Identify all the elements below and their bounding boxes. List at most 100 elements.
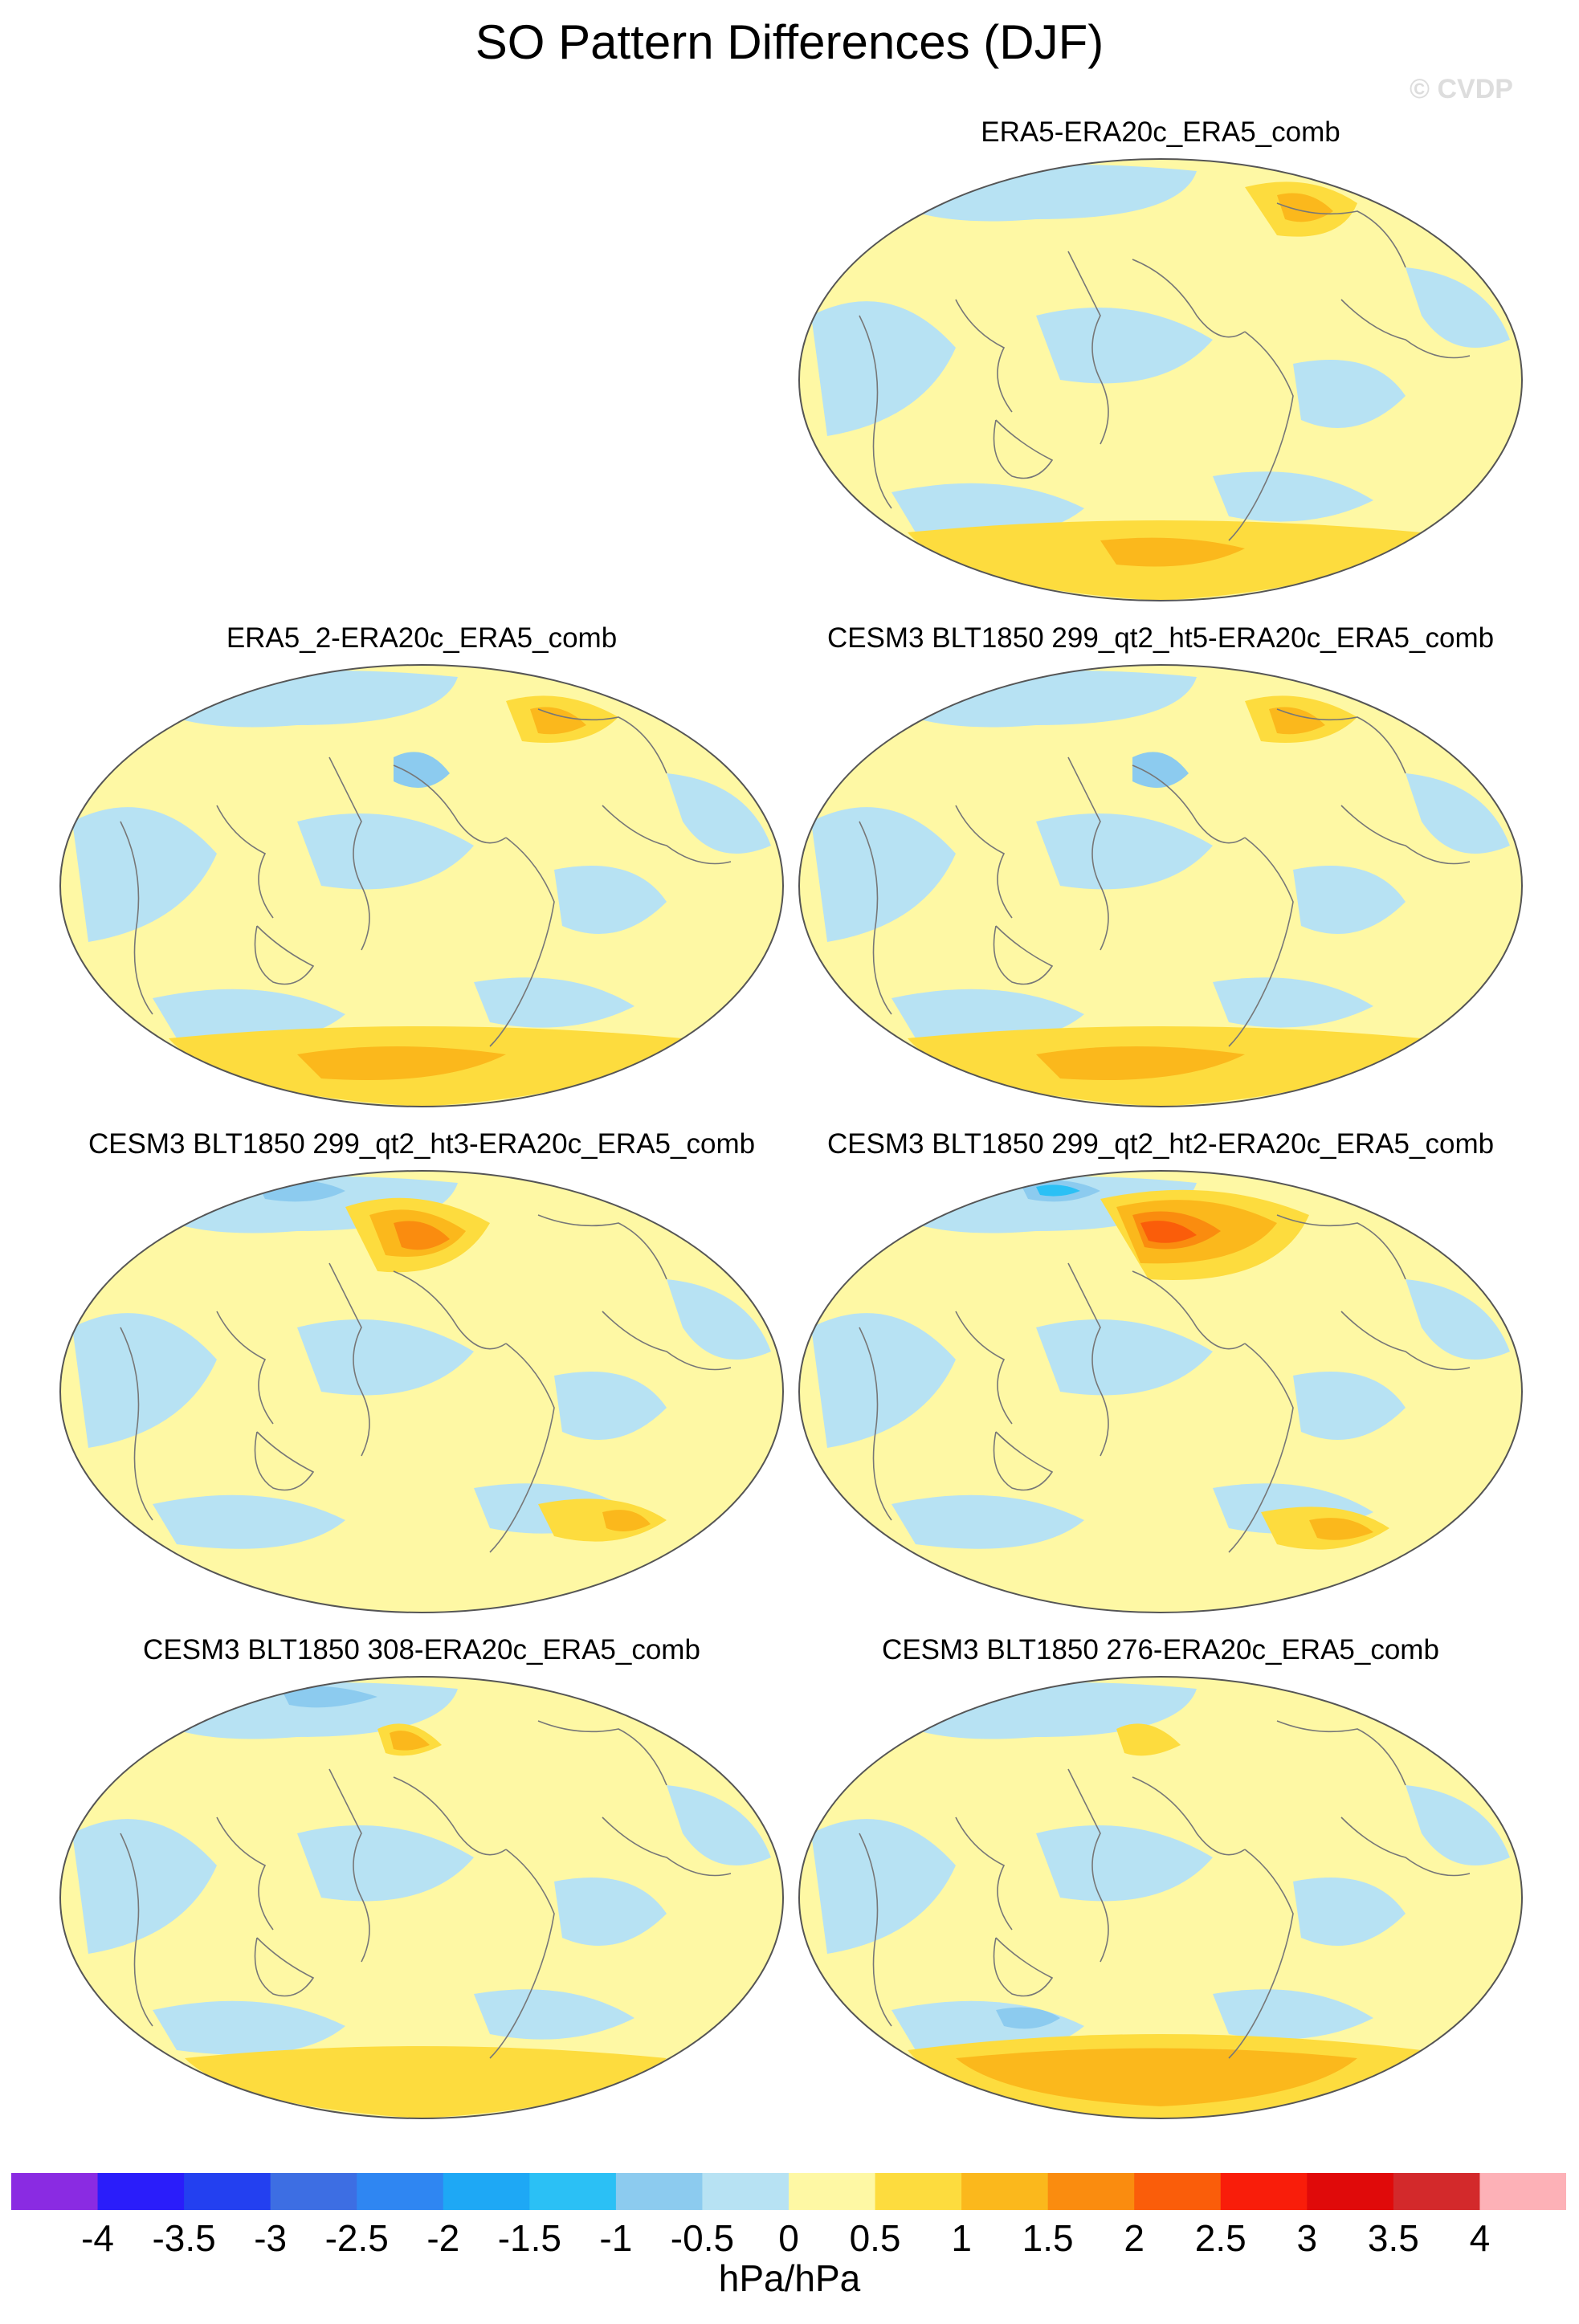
coastline [955,1311,1013,1425]
contour-region [1036,1825,1213,1902]
contour-region [72,807,217,942]
colorbar-tick-label: -3.5 [152,2217,216,2259]
map-svg [59,1170,784,1613]
coastline [1067,756,1109,951]
colorbar-tick-label: -1 [599,2217,633,2259]
coastline [120,1327,153,1521]
colorbar-tick-label: 4 [1469,2217,1491,2259]
contour-region [1406,1785,1510,1865]
coastline [993,419,1054,479]
contour-region [1213,471,1373,522]
coastline [1228,1849,1294,2059]
contour-region [1293,1878,1406,1946]
contour-region [72,1819,217,1954]
map-outline [798,664,1523,1107]
contour-region [297,1825,474,1902]
watermark: © CVDP [1410,74,1513,104]
colorbar-box [789,2173,876,2210]
contour-region [1293,1372,1406,1440]
colorbar-tick-label: 1.5 [1022,2217,1074,2259]
coastline [1340,1311,1471,1371]
contour-region [1406,267,1510,348]
map-outline [59,664,784,1107]
contour-region [1269,707,1325,735]
contour-region [554,1878,667,1946]
coastline [955,1816,1013,1931]
contour-region [390,1731,430,1751]
coastline [859,1833,892,2027]
contour-region [474,1989,634,2040]
coastline [1228,1343,1294,1553]
coastline [1132,1776,1246,1856]
coastline [1276,708,1406,774]
contour-region [1293,866,1406,934]
colorbar-box [357,2173,444,2210]
coastline [216,1311,274,1425]
colorbar-tick-label: -2.5 [324,2217,389,2259]
contour-region [474,977,634,1028]
coastline [1132,764,1246,844]
coastline [993,925,1054,985]
colorbar [11,2173,1566,2210]
panel-title: CESM3 BLT1850 308-ERA20c_ERA5_comb [143,1634,700,1666]
panel-title: ERA5-ERA20c_ERA5_comb [981,116,1340,148]
contour-region [956,2048,1357,2106]
panel-title: CESM3 BLT1850 299_qt2_ht2-ERA20c_ERA5_co… [826,1128,1495,1160]
map-svg [798,664,1523,1107]
contour-region [1213,977,1373,1028]
colorbar-tick-label: 2.5 [1194,2217,1246,2259]
map-svg [59,664,784,1107]
coastline [1228,331,1294,541]
map-panel: CESM3 BLT1850 308-ERA20c_ERA5_comb [56,1634,787,2132]
map-outline [59,1676,784,2119]
coastline [1340,805,1471,865]
map-outline [798,1676,1523,2119]
contour-region [1213,1989,1373,2040]
contour-region [843,687,924,725]
coastline [489,1343,555,1553]
colorbar-ticks: -4 -3.5 -3 -2.5 -2 -1.5 -1 -0.5 0 0.5 1 1.5 2 2.5 3 3.5… [0,2216,1579,2259]
contour-region [297,1319,474,1396]
contour-region [1406,773,1510,854]
colorbar-box [1220,2173,1308,2210]
contour-region [667,1279,771,1360]
coastline [1276,1214,1406,1280]
contour-region [667,1785,771,1865]
colorbar-box [270,2173,357,2210]
map-panel: CESM3 BLT1850 299_qt2_ht5-ERA20c_ERA5_co… [795,622,1526,1120]
contour-region [1277,193,1333,222]
contour-region [1309,1518,1373,1540]
colorbar-units: hPa/hPa [718,2257,861,2299]
contour-region [811,301,956,436]
contour-region [667,773,771,854]
panel-title: CESM3 BLT1850 276-ERA20c_ERA5_comb [882,1634,1439,1666]
coastline [1340,1816,1471,1877]
figure-title: SO Pattern Differences (DJF) [475,15,1104,69]
contour-region [1116,1723,1181,1756]
coastline [120,821,153,1015]
contour-region [153,2000,345,2055]
colorbar-box [961,2173,1049,2210]
colorbar-tick-label: 3.5 [1367,2217,1419,2259]
contour-region [1036,1184,1080,1197]
contour-region [1036,1319,1213,1396]
coastline [328,1262,370,1457]
contour-region [843,181,924,214]
contour-region [996,2007,1060,2029]
map-outline [798,158,1523,601]
coastline [537,1720,667,1786]
colorbar-box [875,2173,962,2210]
coastline [993,1937,1054,1997]
coastline [859,1327,892,1521]
coastline [328,756,370,951]
coastline [1340,299,1471,359]
colorbar-box [1047,2173,1135,2210]
contour-region [185,2046,667,2118]
coastline [254,925,315,985]
panel-title: CESM3 BLT1850 299_qt2_ht3-ERA20c_ERA5_co… [88,1128,756,1160]
coastline [537,708,667,774]
map-svg [798,1170,1523,1613]
coastline [120,1833,153,2027]
colorbar-box [184,2173,271,2210]
contour-region [153,1494,345,1549]
